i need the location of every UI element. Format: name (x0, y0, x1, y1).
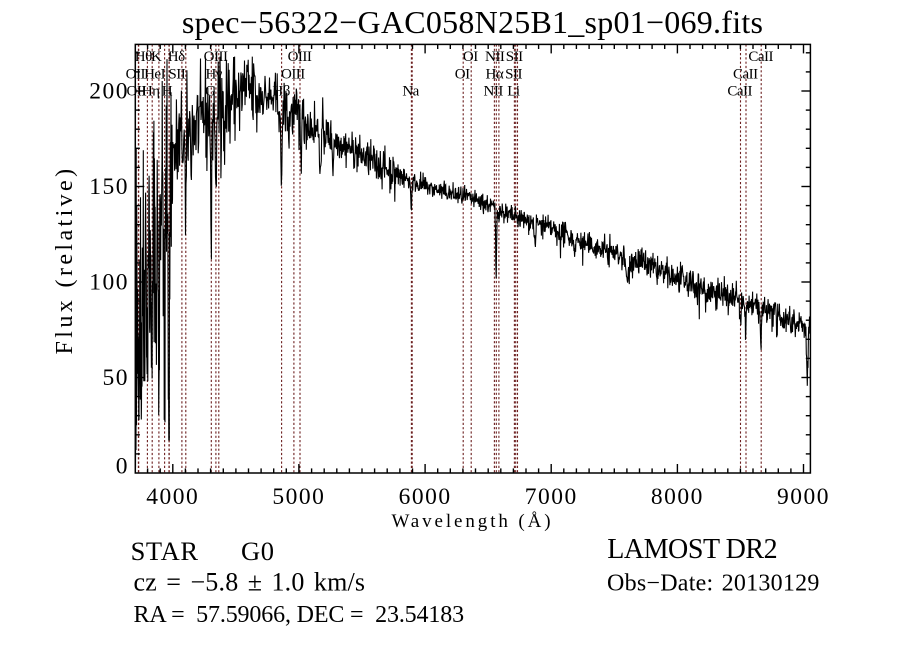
svg-text:LAMOST DR2: LAMOST DR2 (607, 534, 777, 565)
svg-text:Hβ: Hβ (272, 83, 289, 99)
svg-text:SII: SII (168, 66, 185, 82)
svg-text:HeI: HeI (144, 66, 165, 82)
svg-text:CaII: CaII (727, 83, 752, 99)
svg-text:OIII: OIII (281, 66, 305, 82)
svg-text:OII: OII (126, 66, 146, 82)
svg-text:SII: SII (506, 49, 523, 65)
svg-text:Hγ: Hγ (205, 66, 222, 82)
svg-text:spec−56322−GAC058N25B1_sp01−06: spec−56322−GAC058N25B1_sp01−069.fits (182, 4, 763, 40)
svg-text:5000: 5000 (272, 484, 325, 510)
svg-text:4000: 4000 (146, 484, 199, 510)
svg-text:0: 0 (116, 454, 129, 480)
svg-text:Wavelength (Å): Wavelength (Å) (392, 511, 554, 532)
svg-text:G: G (205, 83, 216, 99)
svg-text:Flux (relative): Flux (relative) (52, 166, 78, 355)
svg-text:SII: SII (505, 66, 522, 82)
svg-text:cz = −5.8 ± 1.0 km/s: cz = −5.8 ± 1.0 km/s (134, 568, 366, 597)
svg-text:8000: 8000 (651, 484, 704, 510)
svg-text:H: H (162, 83, 173, 99)
svg-text:9000: 9000 (777, 484, 830, 510)
svg-text:OIII: OIII (204, 49, 228, 65)
svg-text:CaII: CaII (748, 49, 773, 65)
svg-text:7000: 7000 (525, 484, 578, 510)
svg-text:OII: OII (127, 83, 147, 99)
svg-text:Hθ: Hθ (135, 49, 152, 65)
svg-text:OI: OI (455, 66, 470, 82)
svg-text:150: 150 (89, 174, 129, 200)
svg-text:G0: G0 (241, 536, 275, 566)
svg-text:OI: OI (463, 49, 478, 65)
svg-text:200: 200 (89, 79, 129, 105)
svg-text:6000: 6000 (399, 484, 452, 510)
svg-text:Hη: Hη (142, 83, 160, 99)
svg-text:K: K (151, 49, 162, 65)
svg-text:Na: Na (402, 83, 419, 99)
svg-text:RA = 57.59066, DEC = 23.5418: RA = 57.59066, DEC = 23.54183 (134, 602, 465, 628)
svg-text:Li: Li (507, 83, 520, 99)
svg-text:Obs−Date: 20130129: Obs−Date: 20130129 (607, 571, 820, 597)
svg-text:STAR: STAR (131, 536, 199, 566)
svg-text:Hδ: Hδ (168, 49, 185, 65)
svg-text:NII: NII (485, 49, 505, 65)
svg-text:NII: NII (484, 83, 504, 99)
svg-text:Hα: Hα (486, 66, 504, 82)
svg-text:100: 100 (89, 270, 129, 296)
svg-text:CaII: CaII (733, 66, 758, 82)
svg-text:50: 50 (103, 365, 130, 391)
svg-text:OIII: OIII (288, 49, 312, 65)
